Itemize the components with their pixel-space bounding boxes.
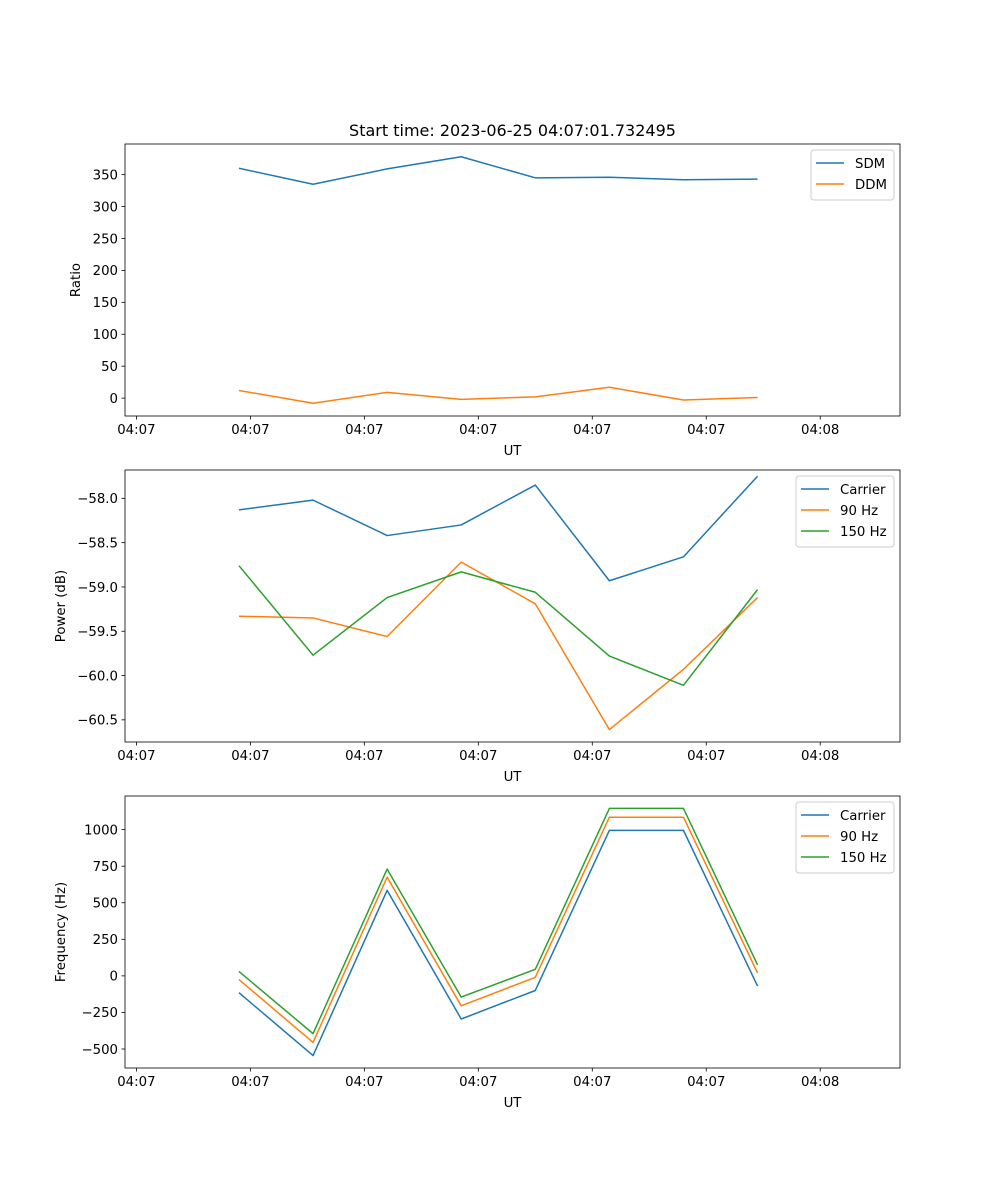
legend-label: 90 Hz xyxy=(840,504,878,519)
x-tick-label: 04:07 xyxy=(459,423,497,438)
y-tick-label: 200 xyxy=(93,264,118,279)
x-tick-label: 04:07 xyxy=(345,423,383,438)
y-tick-label: −500 xyxy=(81,1043,118,1058)
series-line-90-hz xyxy=(238,816,759,1044)
x-tick-label: 04:07 xyxy=(687,1075,725,1090)
series-line-carrier xyxy=(238,475,759,582)
y-axis-label: Ratio xyxy=(69,263,84,297)
y-tick-label: 150 xyxy=(93,296,118,311)
axes-frame xyxy=(124,469,901,743)
legend-label: Carrier xyxy=(840,809,886,824)
y-tick-label: −59.0 xyxy=(77,581,118,596)
y-tick-label: −58.5 xyxy=(77,536,118,551)
plots-container: 04:07 04:07 04:07 04:07 04:07 04:07 04:08 0 50 10… xyxy=(54,143,901,1111)
x-axis-label: UT xyxy=(504,1096,523,1111)
y-tick-label: 0 xyxy=(110,970,118,985)
y-tick-label: 250 xyxy=(93,933,118,948)
series-line-90-hz xyxy=(238,561,759,731)
y-axis-label: Frequency (Hz) xyxy=(54,882,69,982)
x-tick-label: 04:07 xyxy=(573,1075,611,1090)
series-line-150-hz xyxy=(238,565,759,687)
legend-label: SDM xyxy=(855,157,885,172)
legend-label: Carrier xyxy=(840,483,886,498)
figure-title: Start time: 2023-06-25 04:07:01.732495 xyxy=(349,121,676,140)
legend-label: 150 Hz xyxy=(840,525,887,540)
x-tick-label: 04:07 xyxy=(687,423,725,438)
x-tick-label: 04:07 xyxy=(687,749,725,764)
x-tick-label: 04:07 xyxy=(231,423,269,438)
x-tick-label: 04:07 xyxy=(573,423,611,438)
y-tick-label: −58.0 xyxy=(77,492,118,507)
x-tick-label: 04:07 xyxy=(345,749,383,764)
x-tick-label: 04:07 xyxy=(117,1075,155,1090)
x-tick-label: 04:07 xyxy=(459,749,497,764)
x-tick-label: 04:08 xyxy=(801,423,839,438)
x-tick-label: 04:08 xyxy=(801,749,839,764)
series-line-150-hz xyxy=(238,807,759,1035)
x-tick-label: 04:08 xyxy=(801,1075,839,1090)
legend-label: DDM xyxy=(855,178,887,193)
legend-box xyxy=(795,801,895,874)
series-line-ddm xyxy=(238,386,758,404)
x-axis-label: UT xyxy=(504,444,523,459)
axes-frame xyxy=(124,795,901,1069)
y-tick-label: 0 xyxy=(110,392,118,407)
y-tick-label: 500 xyxy=(93,897,118,912)
y-tick-label: −59.5 xyxy=(77,625,118,640)
y-tick-label: −60.0 xyxy=(77,669,118,684)
x-tick-label: 04:07 xyxy=(573,749,611,764)
y-axis-label: Power (dB) xyxy=(54,570,69,642)
legend-label: 90 Hz xyxy=(840,830,878,845)
chart-1: 04:07 04:07 04:07 04:07 04:07 04:07 04:08 0 50 10… xyxy=(69,143,901,459)
x-tick-label: 04:07 xyxy=(117,749,155,764)
legend-box xyxy=(795,475,895,548)
x-axis-label: UT xyxy=(504,770,523,785)
y-tick-label: −250 xyxy=(81,1006,118,1021)
y-tick-label: 350 xyxy=(93,168,118,183)
x-tick-label: 04:07 xyxy=(231,1075,269,1090)
y-tick-label: 750 xyxy=(93,860,118,875)
y-tick-label: 1000 xyxy=(84,823,118,838)
x-tick-label: 04:07 xyxy=(231,749,269,764)
series-line-carrier xyxy=(238,829,759,1057)
chart-2: 04:07 04:07 04:07 04:07 04:07 04:07 04:08 −60.5… xyxy=(54,469,901,785)
x-tick-label: 04:07 xyxy=(345,1075,383,1090)
x-tick-label: 04:07 xyxy=(459,1075,497,1090)
legend-label: 150 Hz xyxy=(840,851,887,866)
x-tick-label: 04:07 xyxy=(117,423,155,438)
series-line-sdm xyxy=(238,156,758,185)
y-tick-label: 250 xyxy=(93,232,118,247)
y-tick-label: 300 xyxy=(93,200,118,215)
axes-frame xyxy=(124,143,901,417)
y-tick-label: −60.5 xyxy=(77,714,118,729)
y-tick-label: 50 xyxy=(101,360,118,375)
chart-3: 04:07 04:07 04:07 04:07 04:07 04:07 04:08 −500 −… xyxy=(54,795,901,1111)
y-tick-label: 100 xyxy=(93,328,118,343)
